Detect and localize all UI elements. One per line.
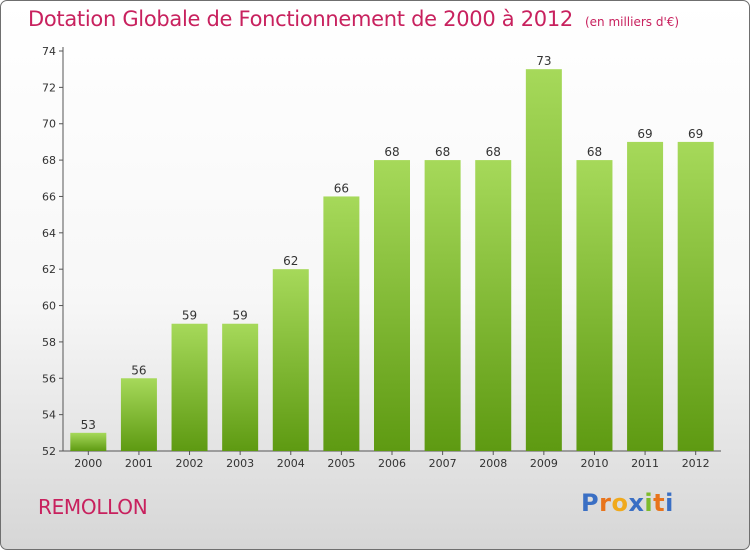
bar-2001: [120, 378, 157, 451]
data-label-2011: 69: [637, 127, 652, 141]
x-tick-label: 2006: [378, 457, 406, 470]
y-tick-label: 66: [42, 190, 56, 203]
y-tick-label: 52: [42, 445, 56, 458]
bar-2008: [475, 160, 512, 451]
logo-letter: t: [653, 489, 666, 517]
x-tick-label: 2010: [580, 457, 608, 470]
y-tick-label: 72: [42, 81, 56, 94]
data-labels: 53 56 59 59 62 66 68 68 68 73 68 69 69: [81, 54, 704, 432]
chart-subtitle: (en milliers d'€): [584, 15, 680, 29]
proxiti-logo[interactable]: Proxiti: [581, 489, 674, 517]
bars: [70, 69, 714, 451]
y-tick-label: 56: [42, 372, 56, 385]
x-tick-label: 2009: [530, 457, 558, 470]
title-row: Dotation Globale de Fonctionnement de 20…: [28, 7, 679, 31]
data-label-2010: 68: [587, 145, 602, 159]
bar-2006: [374, 160, 410, 451]
x-tick-label: 2001: [125, 457, 153, 470]
axes: 52 54 56 58 60 62 64 66 68 70 72 74 2000 2001 2002 2003…: [42, 45, 721, 470]
bar-2004: [272, 269, 309, 451]
x-tick-label: 2005: [327, 457, 355, 470]
data-label-2004: 62: [283, 254, 298, 268]
bar-2002: [171, 323, 208, 451]
y-tick-label: 64: [42, 227, 56, 240]
logo-letter: o: [611, 489, 629, 517]
logo-letter: i: [665, 489, 674, 517]
data-label-2001: 56: [131, 363, 146, 377]
bar-2012: [677, 141, 714, 451]
x-tick-label: 2008: [479, 457, 507, 470]
y-tick-label: 70: [42, 118, 56, 131]
x-tick-label: 2012: [682, 457, 710, 470]
data-label-2005: 66: [334, 181, 349, 195]
bar-2005: [323, 196, 360, 451]
bar-2007: [424, 160, 461, 451]
data-label-2007: 68: [435, 145, 450, 159]
x-tick-label: 2007: [429, 457, 457, 470]
data-label-2009: 73: [536, 54, 551, 68]
y-tick-label: 62: [42, 263, 56, 276]
x-tick-label: 2003: [226, 457, 254, 470]
logo-letter: P: [581, 489, 600, 517]
bar-2010: [576, 160, 613, 451]
chart-title: Dotation Globale de Fonctionnement de 20…: [28, 7, 573, 31]
y-tick-label: 54: [42, 409, 56, 422]
y-tick-label: 74: [42, 45, 56, 58]
y-tick-label: 60: [42, 300, 56, 313]
x-tick-label: 2011: [631, 457, 659, 470]
bar-2009: [525, 69, 562, 451]
data-label-2012: 69: [688, 127, 703, 141]
place-name: REMOLLON: [38, 495, 148, 519]
x-tick-label: 2002: [176, 457, 204, 470]
logo-letter: r: [599, 489, 612, 517]
data-label-2000: 53: [81, 418, 96, 432]
logo-letter: x: [628, 489, 645, 517]
x-tick-label: 2000: [74, 457, 102, 470]
data-label-2006: 68: [384, 145, 399, 159]
data-label-2003: 59: [233, 309, 248, 323]
x-tick-label: 2004: [277, 457, 305, 470]
y-tick-label: 68: [42, 154, 56, 167]
bar-2011: [627, 141, 664, 451]
logo-letter: i: [644, 489, 654, 517]
bar-2003: [222, 323, 259, 451]
bar-2000: [70, 432, 107, 451]
data-label-2008: 68: [486, 145, 501, 159]
data-label-2002: 59: [182, 309, 197, 323]
y-tick-label: 58: [42, 336, 56, 349]
